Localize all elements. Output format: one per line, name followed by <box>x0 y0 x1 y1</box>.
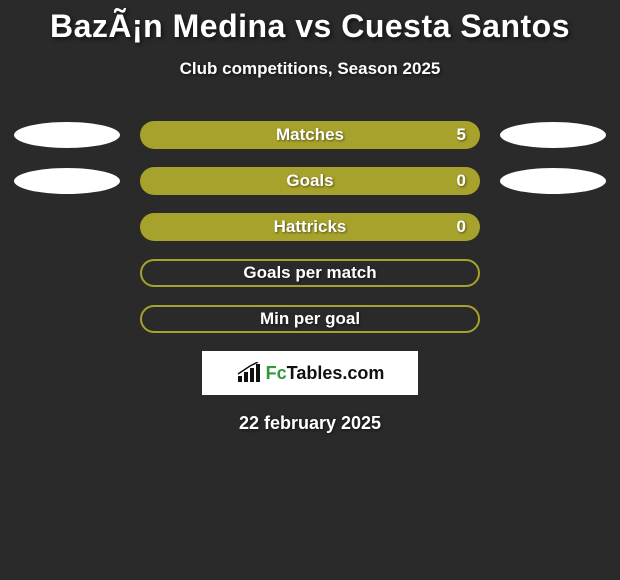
stat-bar: Min per goal <box>140 305 480 333</box>
stat-label: Goals per match <box>243 263 376 283</box>
logo: FcTables.com <box>202 351 418 395</box>
logo-prefix: Fc <box>266 363 287 383</box>
subtitle: Club competitions, Season 2025 <box>0 59 620 79</box>
logo-text: FcTables.com <box>266 363 385 384</box>
left-marker <box>14 122 120 148</box>
stat-row-hattricks: Hattricks 0 <box>0 213 620 241</box>
bar-chart-icon <box>236 362 262 384</box>
stat-bar: Goals per match <box>140 259 480 287</box>
stat-value: 5 <box>457 125 466 145</box>
stat-bar: Goals 0 <box>140 167 480 195</box>
stat-row-goals-per-match: Goals per match <box>0 259 620 287</box>
stats-rows: Matches 5 Goals 0 Hattricks 0 Goals per … <box>0 121 620 333</box>
stat-row-goals: Goals 0 <box>0 167 620 195</box>
stat-row-min-per-goal: Min per goal <box>0 305 620 333</box>
stat-label: Min per goal <box>260 309 360 329</box>
stat-row-matches: Matches 5 <box>0 121 620 149</box>
stat-bar: Hattricks 0 <box>140 213 480 241</box>
logo-suffix: Tables.com <box>287 363 385 383</box>
stat-label: Hattricks <box>274 217 347 237</box>
stat-label: Goals <box>286 171 333 191</box>
stat-label: Matches <box>276 125 344 145</box>
page-title: BazÃ¡n Medina vs Cuesta Santos <box>0 0 620 45</box>
stat-value: 0 <box>457 171 466 191</box>
right-marker <box>500 168 606 194</box>
stat-bar: Matches 5 <box>140 121 480 149</box>
stat-value: 0 <box>457 217 466 237</box>
right-marker <box>500 122 606 148</box>
date-label: 22 february 2025 <box>0 413 620 434</box>
left-marker <box>14 168 120 194</box>
